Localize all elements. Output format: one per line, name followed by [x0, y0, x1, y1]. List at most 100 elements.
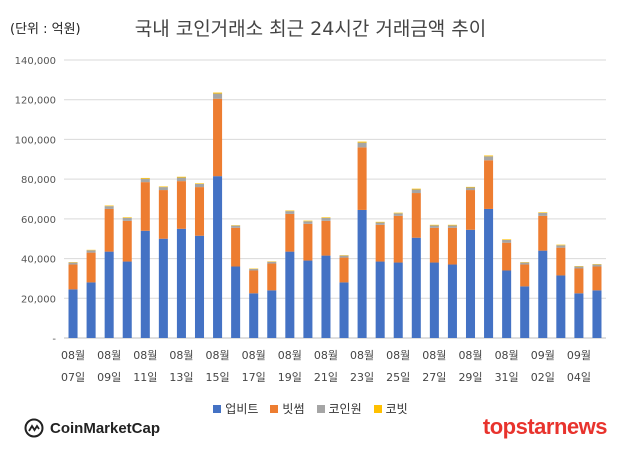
bar-segment [285, 251, 295, 338]
bar-segment [375, 261, 385, 338]
bar-segment [411, 237, 421, 338]
bar-segment [104, 206, 114, 209]
bar-segment [249, 270, 259, 294]
bar-segment [140, 178, 150, 183]
bar-segment [303, 260, 313, 338]
chart-title: 국내 코인거래소 최근 24시간 거래금액 추이 [134, 18, 487, 40]
x-tick-day: 17일 [242, 370, 266, 384]
bar-segment [267, 263, 277, 291]
bar-segment [520, 286, 530, 338]
x-tick-day: 07일 [61, 370, 85, 384]
bar-segment [303, 223, 313, 261]
bar-segment [465, 190, 476, 230]
legend-swatch [316, 404, 325, 413]
bar-segment [140, 230, 150, 338]
bar-segment [213, 93, 223, 99]
x-tick-day: 11일 [133, 370, 157, 384]
bar-segment [122, 261, 132, 338]
bar-segment [357, 147, 367, 210]
legend-label: 빗썸 [282, 402, 305, 416]
bar-segment [176, 228, 186, 338]
bar-segment [339, 255, 349, 258]
bar-segment [86, 250, 96, 253]
bar-segment [393, 262, 403, 338]
bar-segment [104, 208, 114, 252]
bar-segment [321, 255, 331, 338]
bar-segment [104, 251, 114, 338]
legend-item: 코인원 [316, 400, 362, 417]
bar-segment [556, 245, 566, 248]
bar-segment [484, 155, 494, 157]
bar-segment [158, 238, 168, 338]
y-tick-label: - [52, 334, 56, 345]
bar-segment [267, 261, 277, 264]
bar-segment [411, 189, 421, 194]
bar-segment [285, 210, 295, 212]
unit-label: (단위 : 억원) [10, 22, 81, 37]
bar-segment [502, 242, 512, 271]
bar-segment [321, 217, 331, 221]
bar-segment [447, 227, 457, 265]
bar-segment [592, 266, 602, 291]
topstarnews-logo: topstarnews [482, 414, 608, 439]
x-tick-day: 21일 [314, 370, 338, 384]
bar-segment [68, 289, 78, 338]
bar-segment [574, 268, 584, 294]
x-tick-month: 08월 [97, 349, 121, 362]
legend-label: 코인원 [328, 402, 362, 416]
bar-segment [502, 239, 512, 243]
x-tick-day: 29일 [458, 370, 482, 384]
x-tick-month: 08월 [350, 349, 374, 362]
bar-segment [158, 190, 168, 239]
bar-segment [574, 293, 584, 338]
y-tick-label: 100,000 [15, 135, 56, 146]
x-tick-month: 08월 [169, 349, 193, 362]
bar-segment [484, 160, 494, 209]
bar-segment [429, 262, 439, 338]
bar-segment [411, 193, 421, 238]
x-tick-day: 04일 [567, 370, 591, 384]
bar-segment [357, 142, 367, 148]
legend-item: 업비트 [213, 400, 258, 417]
bar-segment [213, 176, 223, 338]
bar-segment [520, 264, 530, 287]
bar-segment [556, 244, 566, 246]
bar-segment [538, 250, 548, 338]
y-tick-label: 140,000 [15, 56, 56, 67]
bar-segment [176, 176, 186, 178]
x-tick-day: 23일 [350, 370, 374, 384]
bar-segment [176, 181, 186, 229]
bar-segment [86, 252, 96, 283]
y-tick-label: 40,000 [21, 255, 56, 266]
bar-segment [447, 224, 457, 226]
coinmarketcap-logo: CoinMarketCap [24, 418, 160, 438]
x-tick-day: 31일 [495, 370, 519, 384]
bar-segment [194, 235, 205, 338]
bar-segment [194, 183, 205, 184]
bar-segment [502, 239, 512, 240]
x-tick-month: 08월 [495, 349, 519, 362]
x-tick-day: 02일 [531, 370, 555, 384]
bar-segment [321, 220, 331, 256]
coinmarketcap-icon [24, 418, 44, 438]
bar-segment [158, 187, 168, 191]
bar-segment [592, 264, 602, 267]
bar-segment [393, 215, 403, 263]
bar-segment [321, 217, 331, 218]
bar-segment [68, 262, 78, 265]
y-tick-label: 80,000 [21, 175, 56, 186]
bar-segment [429, 227, 439, 263]
y-tick-label: 60,000 [21, 215, 56, 226]
x-tick-month: 08월 [206, 349, 230, 362]
x-tick-day: 25일 [386, 370, 410, 384]
bar-segment [502, 270, 512, 338]
bar-segment [176, 177, 186, 182]
x-tick-day: 27일 [422, 370, 446, 384]
bar-segment [447, 264, 457, 338]
bar-segment [231, 266, 241, 338]
bar-segment [267, 290, 277, 338]
bar-segment [158, 186, 168, 188]
bar-segment [285, 213, 295, 252]
x-tick-day: 09일 [97, 370, 121, 384]
